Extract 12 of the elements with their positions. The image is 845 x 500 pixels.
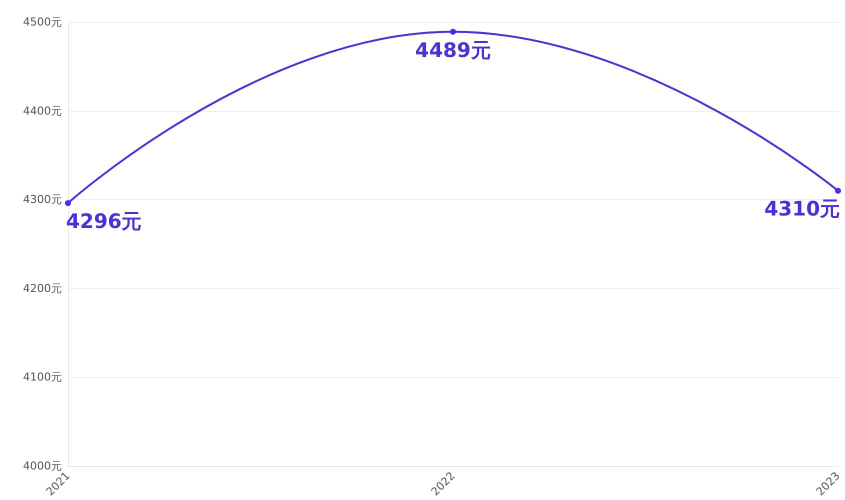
point: [835, 188, 841, 194]
y-tick-label: 4000元: [23, 460, 62, 472]
data-label: 4310元: [764, 196, 840, 221]
y-tick-label: 4300元: [23, 193, 62, 206]
data-label: 4489元: [415, 38, 491, 62]
y-tick-label: 4100元: [23, 370, 62, 384]
y-tick-label: 4500元: [23, 16, 62, 28]
y-tick-label: 4400元: [23, 104, 62, 118]
point: [65, 200, 71, 206]
y-tick-label: 4200元: [23, 282, 62, 295]
point: [450, 28, 456, 35]
data-label: 4296元: [66, 209, 142, 234]
